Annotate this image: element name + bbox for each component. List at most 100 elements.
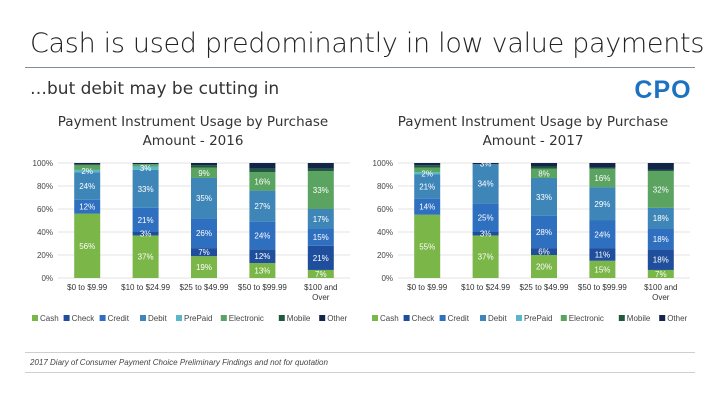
data-label: 26% xyxy=(196,229,212,238)
data-label: 13% xyxy=(254,267,270,276)
bar-segment-debit xyxy=(414,174,441,199)
legend-swatch-debit xyxy=(140,315,146,321)
legend-label-cash: Cash xyxy=(40,314,59,323)
legend-swatch-debit xyxy=(480,315,486,321)
chart-2016-title-line-2: Amount - 2016 xyxy=(142,133,244,149)
data-label: 11% xyxy=(595,250,610,259)
cpo-logo: CPO xyxy=(634,76,691,104)
data-label: 7% xyxy=(315,270,327,279)
data-label: 24% xyxy=(254,231,270,240)
bar-segment-cash xyxy=(307,269,334,278)
bar-segment-electronic xyxy=(647,171,674,208)
slide-subtitle: …but debit may be cutting in xyxy=(30,79,280,99)
chart-2017-title: Payment Instrument Usage by Purchase Amo… xyxy=(368,113,698,151)
chart-2016-title-line-1: Payment Instrument Usage by Purchase xyxy=(57,114,329,130)
bar-segment-cash xyxy=(531,255,557,278)
bar-segment-credit xyxy=(307,228,334,246)
data-label: 25% xyxy=(478,214,494,223)
bar-segment-cash xyxy=(589,260,616,278)
bar-segment-debit xyxy=(589,187,616,221)
data-label: 3% xyxy=(480,160,492,169)
bar-segment-other xyxy=(589,163,616,168)
data-label: 8% xyxy=(538,169,550,178)
footnote: 2017 Diary of Consumer Payment Choice Pr… xyxy=(30,358,328,367)
x-tick-label: $25 to $49.99 xyxy=(520,283,569,292)
data-label: 35% xyxy=(196,194,212,203)
title-divider xyxy=(25,67,695,68)
data-label: 15% xyxy=(313,233,329,242)
bar-segment-check xyxy=(307,245,334,270)
data-label: 21% xyxy=(419,183,435,192)
legend-swatch-mobile xyxy=(618,315,625,321)
x-tick-label: $0 to $9.99 xyxy=(67,283,108,292)
bar-segment-credit xyxy=(589,220,616,249)
legend-swatch-credit xyxy=(439,315,446,321)
bar-segment-mobile xyxy=(191,165,217,168)
legend-swatch-electronic xyxy=(560,315,567,321)
y-tick-label: 100% xyxy=(373,159,393,168)
bar-segment-mobile xyxy=(414,165,441,168)
x-tick-label: $100 and xyxy=(644,283,677,292)
bar-segment-cash xyxy=(472,235,499,278)
bar-segment-check xyxy=(647,249,674,270)
chart-2017-title-line-1: Payment Instrument Usage by Purchase xyxy=(397,114,669,130)
y-tick-label: 0% xyxy=(41,274,53,283)
bar-segment-mobile xyxy=(647,169,674,172)
y-tick-label: 80% xyxy=(377,182,393,191)
bar-segment-other xyxy=(249,163,276,169)
legend-label-prepaid: PrePaid xyxy=(524,314,552,323)
legend-swatch-mobile xyxy=(278,315,285,321)
bar-segment-debit xyxy=(249,190,276,222)
bar-segment-electronic xyxy=(249,172,276,191)
legend-swatch-electronic xyxy=(220,315,227,321)
data-label: 37% xyxy=(478,253,494,262)
data-label: 21% xyxy=(313,254,329,263)
bar-segment-debit xyxy=(472,164,499,204)
bar-segment-other xyxy=(74,163,101,165)
bar-segment-check xyxy=(249,249,276,264)
bar-segment-credit xyxy=(647,228,674,250)
data-label: 19% xyxy=(196,263,212,272)
data-label: 16% xyxy=(594,174,610,183)
x-tick-label: $50 to $99.99 xyxy=(578,283,627,292)
legend-swatch-other xyxy=(319,315,326,321)
data-label: 32% xyxy=(653,185,669,194)
bar-segment-debit xyxy=(132,169,159,208)
data-label: 29% xyxy=(594,200,610,209)
data-label: 27% xyxy=(254,202,270,211)
legend-label-mobile: Mobile xyxy=(627,314,651,323)
bar-segment-cash xyxy=(414,214,441,278)
bar-segment-credit xyxy=(414,198,441,215)
chart-2017-plot: 0% 20% 40% 60% 80% 100% $0 to $9.99 $10 to $24.… xyxy=(372,159,690,323)
data-label: 3% xyxy=(140,230,152,239)
bar-segment-electronic xyxy=(414,167,441,173)
legend-label-check: Check xyxy=(412,314,436,323)
legend-label-debit: Debit xyxy=(148,314,167,323)
x-tick-label: $0 to $9.99 xyxy=(407,283,448,292)
data-label: 12% xyxy=(254,252,270,261)
bar-segment-cash xyxy=(647,269,674,278)
legend-label-debit: Debit xyxy=(488,314,507,323)
data-label: 55% xyxy=(419,242,435,251)
x-tick-label: $25 to $49.99 xyxy=(180,283,229,292)
legend-label-electronic: Electronic xyxy=(569,314,604,323)
data-label: 14% xyxy=(419,203,435,212)
legend-label-prepaid: PrePaid xyxy=(184,314,212,323)
bar-segment-mobile xyxy=(589,167,616,169)
legend-label-other: Other xyxy=(667,314,687,323)
y-tick-label: 40% xyxy=(37,228,53,237)
legend-label-credit: Credit xyxy=(448,314,470,323)
y-tick-label: 60% xyxy=(37,205,53,214)
y-tick-label: 60% xyxy=(377,205,393,214)
bar-segment-cash xyxy=(132,235,159,278)
bar-segment-electronic xyxy=(307,171,334,209)
data-label: 18% xyxy=(653,235,669,244)
legend-swatch-check xyxy=(403,315,410,321)
bar-segment-electronic xyxy=(589,168,616,188)
x-tick-label: $100 and xyxy=(304,283,337,292)
data-label: 33% xyxy=(313,186,329,195)
bar-segment-check xyxy=(531,248,557,255)
chart-2017-title-line-2: Amount - 2017 xyxy=(482,133,584,149)
cpo-logo-text: CPO xyxy=(634,76,691,104)
bar-segment-electronic xyxy=(531,168,557,178)
